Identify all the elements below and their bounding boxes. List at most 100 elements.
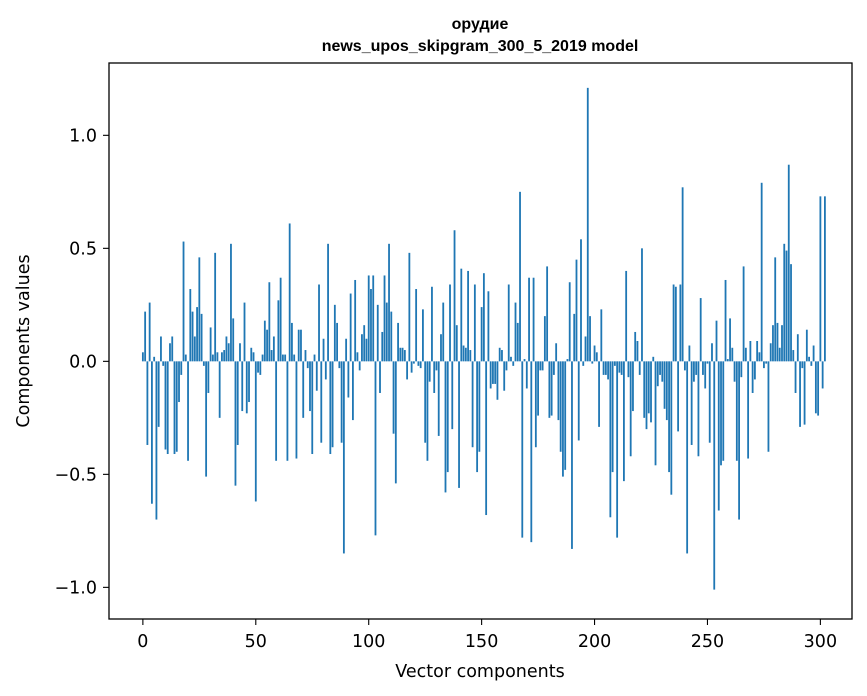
bar-143 bbox=[464, 347, 467, 362]
bar-286 bbox=[787, 164, 790, 362]
bar-201 bbox=[595, 352, 598, 362]
bar-296 bbox=[810, 361, 813, 366]
bar-9 bbox=[162, 361, 165, 366]
bar-171 bbox=[528, 277, 530, 362]
bar-116 bbox=[403, 350, 406, 362]
bar-211 bbox=[618, 361, 621, 373]
bar-180 bbox=[548, 361, 551, 418]
bar-50 bbox=[254, 361, 257, 502]
bar-289 bbox=[794, 361, 797, 393]
bar-102 bbox=[372, 275, 375, 362]
bar-122 bbox=[417, 361, 420, 366]
bar-240 bbox=[683, 361, 686, 371]
bar-60 bbox=[277, 300, 280, 362]
bar-273 bbox=[758, 352, 761, 362]
bar-299 bbox=[817, 361, 820, 416]
bar-197 bbox=[586, 87, 589, 362]
bar-100 bbox=[367, 275, 370, 362]
bar-76 bbox=[313, 354, 316, 362]
bar-292 bbox=[801, 361, 804, 369]
bar-16 bbox=[178, 361, 180, 403]
x-axis-label: Vector components bbox=[395, 662, 564, 682]
bar-80 bbox=[322, 338, 325, 362]
bar-42 bbox=[236, 361, 239, 445]
bar-214 bbox=[625, 270, 628, 362]
bar-182 bbox=[552, 361, 555, 375]
bar-176 bbox=[539, 361, 542, 371]
bar-225 bbox=[650, 361, 652, 423]
bar-38 bbox=[227, 343, 230, 362]
bar-86 bbox=[336, 322, 338, 362]
bar-151 bbox=[482, 273, 485, 362]
bar-2 bbox=[146, 361, 149, 445]
bar-294 bbox=[805, 329, 808, 362]
bar-54 bbox=[263, 320, 266, 362]
bar-195 bbox=[582, 361, 585, 366]
y-axis-ticks: −1.0 −0.5 0.0 0.5 1.0 bbox=[55, 126, 109, 598]
bar-245 bbox=[695, 361, 698, 375]
bar-254 bbox=[715, 320, 718, 362]
bar-196 bbox=[584, 336, 587, 362]
bar-268 bbox=[747, 361, 750, 459]
bar-30 bbox=[209, 327, 212, 362]
bar-229 bbox=[659, 361, 661, 375]
bar-271 bbox=[753, 361, 756, 380]
bar-74 bbox=[309, 361, 311, 412]
bar-55 bbox=[266, 329, 268, 362]
bar-213 bbox=[623, 361, 625, 482]
bar-147 bbox=[473, 284, 476, 362]
bar-35 bbox=[221, 352, 223, 362]
bar-127 bbox=[428, 361, 431, 382]
bar-175 bbox=[537, 361, 539, 416]
bar-71 bbox=[302, 361, 305, 418]
bar-3 bbox=[148, 302, 151, 362]
bar-46 bbox=[245, 361, 248, 414]
bar-162 bbox=[507, 284, 510, 362]
bar-255 bbox=[717, 361, 720, 511]
bar-169 bbox=[523, 359, 526, 362]
bar-188 bbox=[566, 359, 569, 362]
bar-234 bbox=[670, 361, 673, 495]
bar-97 bbox=[361, 334, 363, 362]
bar-131 bbox=[437, 361, 440, 436]
bar-239 bbox=[681, 187, 684, 362]
bar-203 bbox=[600, 309, 603, 362]
bar-96 bbox=[358, 361, 361, 371]
bar-91 bbox=[347, 361, 350, 398]
bar-117 bbox=[406, 361, 409, 380]
bar-23 bbox=[193, 336, 196, 362]
bar-21 bbox=[189, 289, 192, 362]
bar-20 bbox=[187, 361, 189, 461]
x-tick-label: 0 bbox=[137, 632, 148, 652]
bar-64 bbox=[286, 361, 289, 461]
bar-236 bbox=[674, 286, 677, 362]
bar-282 bbox=[778, 347, 781, 362]
bar-109 bbox=[388, 243, 390, 362]
bar-253 bbox=[713, 361, 716, 590]
bar-51 bbox=[257, 361, 259, 373]
bar-112 bbox=[394, 361, 397, 484]
bar-152 bbox=[485, 361, 488, 516]
plot-frame bbox=[108, 62, 853, 620]
bar-6 bbox=[155, 361, 158, 520]
bar-159 bbox=[501, 350, 503, 362]
bar-33 bbox=[216, 352, 219, 362]
bar-108 bbox=[385, 302, 388, 362]
bar-256 bbox=[720, 361, 722, 466]
bar-156 bbox=[494, 361, 497, 384]
bar-26 bbox=[200, 313, 203, 362]
bar-44 bbox=[241, 361, 244, 412]
bar-278 bbox=[769, 343, 772, 362]
bar-95 bbox=[356, 352, 359, 362]
bar-260 bbox=[729, 318, 731, 362]
bar-261 bbox=[731, 347, 734, 362]
bar-187 bbox=[564, 361, 567, 470]
bar-154 bbox=[489, 361, 492, 389]
bar-22 bbox=[191, 311, 194, 362]
bar-227 bbox=[654, 361, 657, 466]
bar-98 bbox=[363, 325, 366, 362]
bar-212 bbox=[620, 361, 623, 375]
bar-257 bbox=[722, 361, 725, 461]
bar-118 bbox=[408, 252, 411, 362]
bar-53 bbox=[261, 354, 264, 362]
